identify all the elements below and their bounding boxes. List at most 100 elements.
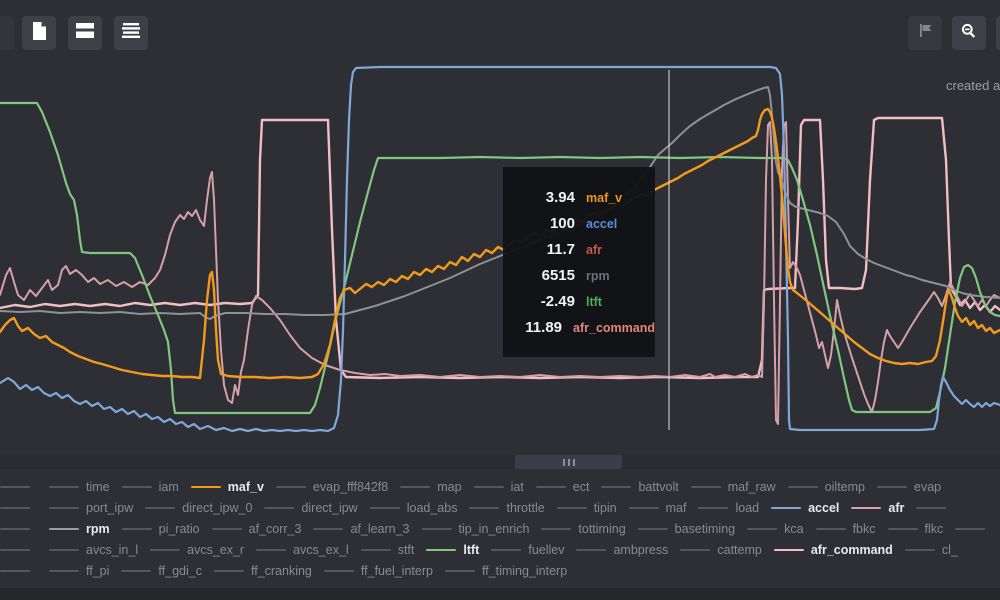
legend-item-ff_timing_interp[interactable]: ff_timing_interp (444, 564, 567, 578)
cut-button-fragment-icon (0, 24, 1, 42)
legend-item-iam[interactable]: iam (121, 480, 179, 494)
chart-scrollbar-thumb[interactable] (515, 455, 622, 469)
legend-item-stub[interactable] (916, 506, 953, 509)
legend-item-flkc[interactable]: flkc (887, 522, 943, 536)
legend-swatch-icon (0, 485, 30, 488)
chart-canvas[interactable] (0, 56, 1000, 456)
chart-area[interactable] (0, 56, 1000, 456)
legend-item-stub[interactable] (0, 485, 37, 488)
legend-item-ect[interactable]: ect (535, 480, 589, 494)
legend-item-battvolt[interactable]: battvolt (601, 480, 679, 494)
tooltip-value: 11.89 (525, 318, 563, 336)
legend-item-basetiming[interactable]: basetiming (637, 521, 736, 536)
legend-label: tip_in_enrich (458, 521, 530, 536)
legend-label: load_abs (406, 500, 458, 515)
legend-swatch-icon (535, 485, 566, 488)
scrollbar-grip-icon (572, 458, 575, 466)
zoom-out-button[interactable] (952, 16, 986, 50)
legend-swatch-icon (213, 569, 244, 572)
tooltip-row-rpm: 6515 rpm (503, 267, 655, 284)
legend-item-oiltemp[interactable]: oiltemp (787, 480, 865, 494)
legend-item-cattemp[interactable]: cattemp (680, 543, 762, 557)
legend-swatch-icon (275, 485, 306, 488)
legend-swatch-icon (955, 527, 986, 530)
cut-button-fragment-button[interactable] (0, 16, 14, 50)
legend-swatch-icon (360, 548, 391, 551)
legend-item-ambpress[interactable]: ambpress (576, 543, 668, 557)
legend-item-rpm[interactable]: rpm (49, 522, 110, 536)
tooltip-channel-label: ltft (586, 294, 602, 309)
legend-item-direct_ipw_0[interactable]: direct_ipw_0 (145, 501, 252, 515)
legend-item-stft[interactable]: stft (360, 543, 414, 557)
legend-item-ltft[interactable]: ltft (426, 543, 479, 557)
legend-swatch-icon (0, 569, 30, 572)
legend-item-stub[interactable] (0, 548, 37, 551)
legend-item-afr_command[interactable]: afr_command (773, 543, 893, 557)
legend-item-stub[interactable] (0, 506, 37, 509)
legend-item-avcs_ex_l[interactable]: avcs_ex_l (256, 543, 349, 557)
legend-swatch-icon (771, 506, 802, 509)
legend-item-evap[interactable]: evap (877, 480, 941, 494)
legend-label: basetiming (674, 521, 736, 536)
legend-item-cl_[interactable]: cl_ (904, 543, 958, 557)
legend-item-stub[interactable] (955, 527, 992, 530)
legend-label: avcs_ex_r (187, 542, 245, 557)
scrollbar-grip-icon (562, 458, 565, 466)
legend-swatch-icon (49, 548, 79, 551)
legend-item-ff_fuel_interp[interactable]: ff_fuel_interp (323, 564, 433, 578)
legend-item-map[interactable]: map (400, 480, 462, 494)
flag-button[interactable] (908, 16, 942, 50)
legend-item-fbkc[interactable]: fbkc (815, 522, 876, 536)
tooltip-row-accel: 100 accel (503, 215, 655, 232)
legend-swatch-icon (787, 485, 818, 488)
legend-item-af_learn_3[interactable]: af_learn_3 (313, 522, 410, 536)
scrollbar-grip-icon (567, 458, 570, 466)
flag-icon (918, 23, 933, 43)
tooltip-channel-label: afr (586, 242, 602, 257)
legend-item-pi_ratio[interactable]: pi_ratio (121, 522, 200, 536)
legend-item-ff_gdi_c[interactable]: ff_gdi_c (121, 564, 202, 578)
legend-item-kca[interactable]: kca (747, 522, 804, 536)
legend-label: tipin (593, 500, 617, 515)
legend-item-maf_v[interactable]: maf_v (190, 480, 264, 494)
legend-swatch-icon (0, 506, 30, 509)
cut-button-fragment-button[interactable] (996, 16, 1000, 50)
series-line-ltft (0, 101, 1000, 415)
legend-item-fuellev[interactable]: fuellev (491, 543, 564, 557)
legend-item-maf[interactable]: maf (628, 501, 686, 515)
legend-item-tip_in_enrich[interactable]: tip_in_enrich (421, 521, 530, 536)
legend-item-avcs_ex_r[interactable]: avcs_ex_r (150, 543, 244, 557)
legend-item-tipin[interactable]: tipin (556, 500, 617, 515)
legend-item-port_ipw[interactable]: port_ipw (49, 501, 133, 515)
legend-swatch-icon (121, 485, 152, 488)
legend-item-ff_cranking[interactable]: ff_cranking (213, 564, 312, 578)
legend-item-throttle[interactable]: throttle (469, 501, 545, 515)
legend-item-tottiming[interactable]: tottiming (541, 522, 626, 536)
legend-swatch-icon (150, 548, 181, 551)
legend-item-stub[interactable] (0, 569, 37, 572)
legend-item-direct_ipw[interactable]: direct_ipw (264, 501, 358, 515)
legend-item-time[interactable]: time (49, 480, 110, 494)
legend-swatch-icon (49, 569, 79, 572)
chart-tooltip: 3.94 maf_v 100 accel 11.7 afr 6515 rpm -2.49 ltft… (503, 167, 655, 357)
legend-item-accel[interactable]: accel (771, 501, 839, 515)
panel-layout-button[interactable] (68, 16, 102, 50)
legend-item-iat[interactable]: iat (473, 480, 524, 494)
legend-item-avcs_in_l[interactable]: avcs_in_l (49, 543, 138, 557)
legend-item-maf_raw[interactable]: maf_raw (690, 480, 776, 494)
chart-scrollbar-track[interactable] (0, 455, 1000, 469)
legend-label: direct_ipw_0 (182, 500, 253, 515)
legend-item-stub[interactable] (0, 527, 37, 530)
legend-item-load[interactable]: load (698, 501, 759, 515)
legend-item-evap_fff842f8[interactable]: evap_fff842f8 (275, 480, 388, 494)
legend-swatch-icon (690, 485, 721, 488)
legend-item-afr[interactable]: afr (851, 501, 904, 515)
legend-item-af_corr_3[interactable]: af_corr_3 (211, 522, 301, 536)
file-button[interactable] (22, 16, 56, 50)
legend-row-4: avcs_in_l avcs_ex_r avcs_ex_l stft ltft fuell… (0, 539, 1000, 560)
legend-item-ff_pi[interactable]: ff_pi (49, 564, 109, 578)
legend-swatch-icon (773, 548, 804, 551)
legend-item-load_abs[interactable]: load_abs (369, 500, 458, 515)
list-button[interactable] (114, 16, 148, 50)
series-line-rpm (0, 86, 1000, 320)
